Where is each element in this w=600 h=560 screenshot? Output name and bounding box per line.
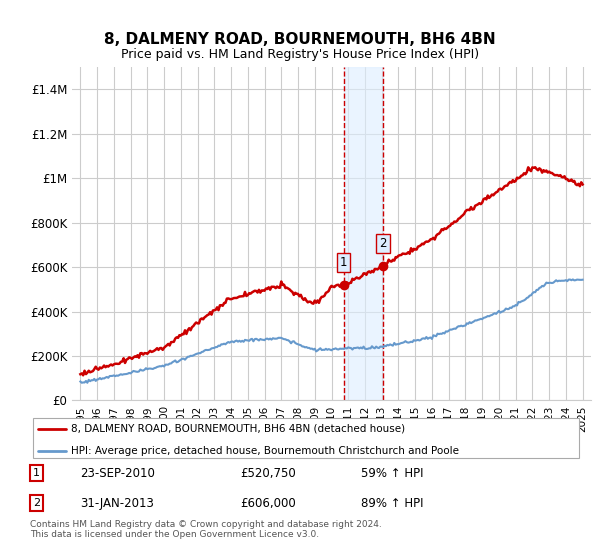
Text: 89% ↑ HPI: 89% ↑ HPI	[361, 497, 424, 510]
Text: 8, DALMENY ROAD, BOURNEMOUTH, BH6 4BN (detached house): 8, DALMENY ROAD, BOURNEMOUTH, BH6 4BN (d…	[71, 424, 406, 434]
Text: Price paid vs. HM Land Registry's House Price Index (HPI): Price paid vs. HM Land Registry's House …	[121, 48, 479, 60]
Text: 1: 1	[33, 468, 40, 478]
Text: Contains HM Land Registry data © Crown copyright and database right 2024.
This d: Contains HM Land Registry data © Crown c…	[30, 520, 382, 539]
Text: HPI: Average price, detached house, Bournemouth Christchurch and Poole: HPI: Average price, detached house, Bour…	[71, 446, 460, 456]
Text: £520,750: £520,750	[240, 466, 296, 479]
Text: 59% ↑ HPI: 59% ↑ HPI	[361, 466, 424, 479]
FancyBboxPatch shape	[33, 418, 579, 458]
Text: 23-SEP-2010: 23-SEP-2010	[80, 466, 155, 479]
Text: 2: 2	[33, 498, 40, 508]
Text: 31-JAN-2013: 31-JAN-2013	[80, 497, 154, 510]
Text: £606,000: £606,000	[240, 497, 296, 510]
Bar	[344, 67, 383, 400]
Text: 1: 1	[340, 256, 347, 269]
Text: 2: 2	[379, 237, 387, 250]
Text: 8, DALMENY ROAD, BOURNEMOUTH, BH6 4BN: 8, DALMENY ROAD, BOURNEMOUTH, BH6 4BN	[104, 32, 496, 48]
